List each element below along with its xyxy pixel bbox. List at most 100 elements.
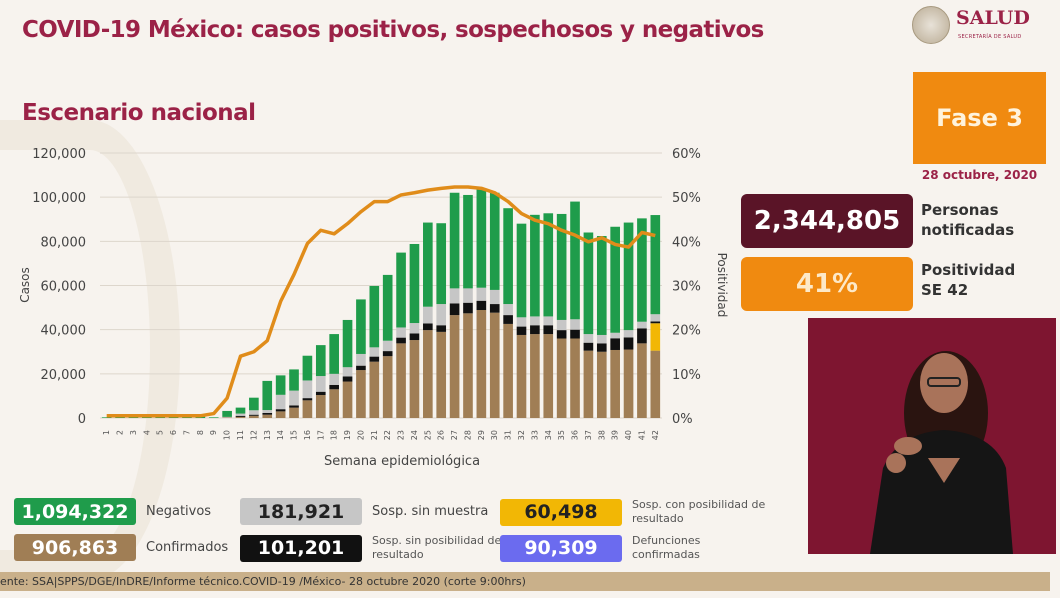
bar-segment-sosp-sin-posibilidad-de-resultado (382, 351, 393, 357)
bar-segment-sosp-sin-muestra (543, 316, 554, 326)
y-tick-label: 60,000 (41, 280, 87, 295)
x-tick-label: 9 (209, 430, 218, 435)
bar-segment-negativos (369, 285, 380, 348)
bar-segment-sosp-sin-muestra (489, 289, 500, 305)
bar-segment-sosp-sin-muestra (516, 317, 527, 327)
legend-value: 60,498 (500, 498, 622, 526)
bar-segment-confirmados (543, 334, 554, 418)
x-tick-label: 6 (169, 430, 178, 435)
bar-segment-sosp-con-posibilidad-de-resultado (650, 323, 661, 351)
x-tick-label: 38 (597, 430, 606, 440)
legend-sin-posibilidad: 101,201 Sosp. sin posibilidad de resulta… (240, 534, 502, 562)
bar-segment-sosp-sin-posibilidad-de-resultado (570, 329, 580, 339)
label-line: Positividad (921, 261, 1016, 279)
bar-segment-sosp-sin-muestra (342, 367, 353, 377)
positivity-value: 41% (741, 257, 913, 311)
bar-segment-sosp-sin-muestra (463, 288, 473, 303)
bar-segment-sosp-sin-posibilidad-de-resultado (503, 315, 513, 324)
bar-segment-negativos (583, 232, 594, 335)
bar-segment-sosp-sin-muestra (610, 332, 620, 339)
bar-segment-confirmados (650, 350, 661, 418)
bar-segment-confirmados (610, 349, 620, 418)
bar-segment-sosp-sin-muestra (650, 314, 661, 322)
x-axis-label: Semana epidemiológica (324, 454, 480, 469)
bar-segment-negativos (101, 417, 112, 418)
notified-persons-value: 2,344,805 (741, 194, 913, 248)
bar-segment-sosp-sin-muestra (249, 410, 259, 415)
legend-label: Negativos (146, 503, 212, 519)
x-tick-label: 14 (276, 430, 285, 440)
bar-segment-sosp-sin-posibilidad-de-resultado (249, 414, 259, 416)
bar-segment-sosp-sin-posibilidad-de-resultado (623, 337, 634, 350)
x-tick-label: 5 (156, 430, 165, 435)
bar-segment-negativos (409, 243, 420, 324)
y-tick-label: 0 (78, 412, 86, 427)
phase-badge: Fase 3 (913, 72, 1046, 164)
bar-segment-confirmados (530, 334, 540, 418)
bar-segment-sosp-sin-muestra (596, 334, 607, 344)
bar-segment-confirmados (463, 313, 473, 418)
x-tick-label: 8 (196, 430, 205, 435)
x-tick-label: 18 (330, 430, 339, 440)
bar-segment-sosp-sin-posibilidad-de-resultado (650, 321, 661, 324)
y2-tick-label: 0% (672, 412, 693, 427)
bar-segment-confirmados (436, 331, 447, 418)
bar-segment-negativos (516, 223, 527, 318)
x-tick-label: 12 (249, 430, 258, 440)
x-tick-label: 33 (530, 430, 539, 440)
bar-segment-confirmados (423, 330, 433, 418)
bar-segment-negativos (423, 222, 433, 307)
bar-segment-sosp-sin-posibilidad-de-resultado (423, 323, 433, 331)
x-tick-label: 2 (116, 430, 125, 435)
y-axis-label: Casos (18, 267, 32, 303)
y2-tick-label: 40% (672, 235, 701, 250)
bar-segment-confirmados (249, 415, 259, 418)
bar-segment-sosp-sin-muestra (329, 373, 339, 385)
bar-segment-confirmados (516, 334, 527, 418)
bar-segment-sosp-sin-muestra (356, 353, 366, 366)
bar-segment-negativos (396, 252, 406, 328)
bar-segment-negativos (476, 188, 487, 288)
bar-segment-negativos (503, 208, 513, 305)
x-tick-label: 21 (370, 430, 379, 440)
y2-tick-label: 50% (672, 191, 701, 206)
page-title: COVID-19 México: casos positivos, sospec… (22, 17, 764, 43)
bar-segment-sosp-sin-posibilidad-de-resultado (356, 365, 366, 371)
legend-value: 101,201 (240, 534, 362, 562)
x-tick-label: 40 (624, 430, 633, 440)
bar-segment-negativos (222, 410, 232, 417)
x-tick-label: 7 (182, 430, 191, 435)
bar-segment-confirmados (449, 315, 460, 418)
bar-segment-confirmados (369, 361, 380, 418)
logo-sub-text: SECRETARÍA DE SALUD (958, 34, 1022, 40)
bar-segment-negativos (275, 375, 286, 395)
x-tick-label: 23 (397, 430, 406, 440)
bar-segment-sosp-sin-posibilidad-de-resultado (516, 326, 527, 335)
bar-segment-confirmados (556, 338, 567, 418)
y-tick-label: 120,000 (32, 147, 86, 162)
bar-segment-negativos (356, 299, 366, 354)
x-tick-label: 22 (383, 430, 392, 440)
y2-tick-label: 10% (672, 368, 701, 383)
x-tick-label: 35 (557, 430, 566, 440)
x-tick-label: 17 (316, 430, 325, 440)
bar-segment-negativos (530, 214, 540, 317)
bar-segment-negativos (489, 192, 500, 290)
bar-segment-sosp-sin-posibilidad-de-resultado (409, 333, 420, 341)
bar-segment-confirmados (637, 343, 647, 418)
bar-segment-sosp-sin-muestra (262, 410, 273, 413)
x-tick-label: 34 (544, 430, 553, 440)
legend-label: Confirmados (146, 539, 229, 555)
bar-segment-confirmados (275, 411, 286, 418)
bar-segment-confirmados (342, 381, 353, 418)
bar-segment-confirmados (503, 323, 513, 418)
y2-axis-label: Positividad (715, 253, 729, 318)
bar-segment-sosp-sin-muestra (423, 306, 433, 324)
x-tick-label: 3 (129, 430, 138, 435)
bar-segment-sosp-sin-posibilidad-de-resultado (436, 325, 447, 332)
legend-defunciones: 90,309 Defunciones confirmadas (500, 534, 732, 562)
bar-segment-negativos (235, 407, 246, 414)
legend-sin-muestra: 181,921 Sosp. sin muestra (240, 498, 488, 525)
bar-segment-confirmados (382, 356, 393, 418)
y2-tick-label: 60% (672, 147, 701, 162)
